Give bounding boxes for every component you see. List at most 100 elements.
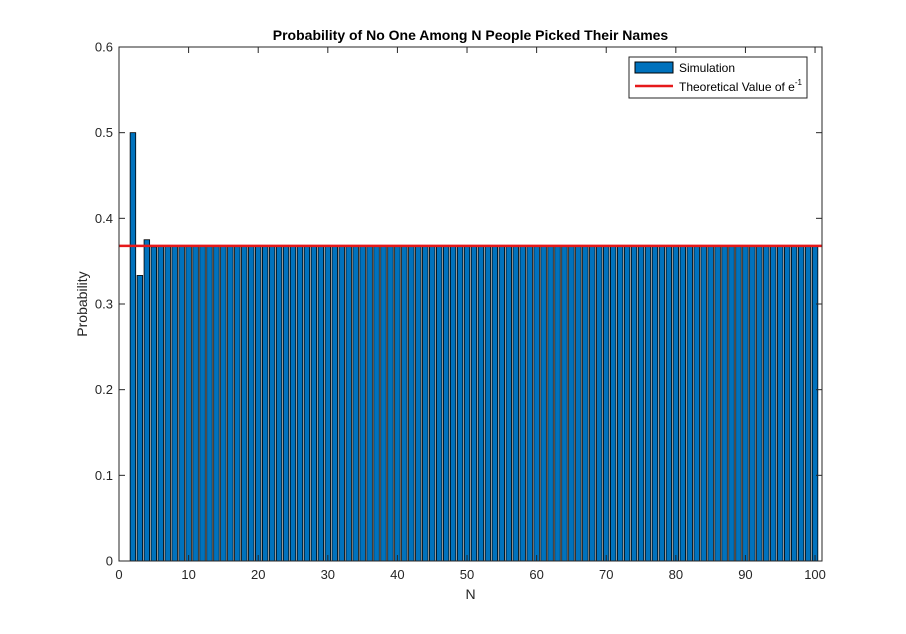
- x-tick-label-10: 10: [181, 567, 195, 582]
- bar-n-55: [498, 245, 506, 562]
- bar-n-35: [359, 245, 366, 562]
- bar-n-28: [310, 245, 318, 562]
- x-tick-label-40: 40: [390, 567, 404, 582]
- y-axis-label: Probability: [74, 271, 90, 336]
- bar-n-48: [449, 245, 457, 562]
- bar-n-97: [790, 245, 798, 562]
- bar-n-59: [526, 245, 533, 562]
- bar-n-6: [157, 245, 164, 562]
- bar-n-44: [422, 245, 429, 562]
- bar-n-13: [206, 245, 213, 562]
- bar-n-85: [707, 245, 714, 562]
- bar-n-24: [282, 245, 290, 562]
- bar-n-94: [770, 245, 777, 562]
- y-tick-label-0.3: 0.3: [95, 297, 113, 312]
- bar-n-39: [387, 245, 394, 562]
- x-tick-label-30: 30: [321, 567, 335, 582]
- bar-n-86: [714, 245, 721, 562]
- y-tick-label-0.2: 0.2: [95, 382, 113, 397]
- bar-n-51: [470, 245, 478, 562]
- bar-n-41: [401, 245, 408, 562]
- bar-n-75: [637, 245, 645, 562]
- bar-n-27: [303, 245, 311, 562]
- bar-n-33: [345, 245, 352, 562]
- legend-swatch-simulation: [634, 61, 674, 74]
- bar-n-54: [491, 245, 499, 562]
- y-tick-label-0.1: 0.1: [95, 468, 113, 483]
- bar-n-34: [352, 245, 359, 562]
- bar-n-92: [756, 245, 763, 562]
- bar-n-72: [616, 245, 624, 562]
- bar-n-26: [296, 245, 304, 562]
- bar-n-63: [554, 245, 561, 562]
- bar-n-69: [596, 245, 603, 562]
- bar-n-3: [136, 275, 144, 562]
- bar-n-32: [338, 245, 345, 562]
- bar-n-91: [749, 245, 756, 562]
- x-tick-label-90: 90: [738, 567, 752, 582]
- bar-n-19: [248, 245, 255, 562]
- x-tick-label-50: 50: [460, 567, 474, 582]
- bar-n-46: [435, 245, 443, 562]
- bar-n-83: [693, 245, 700, 562]
- bar-n-16: [227, 245, 234, 562]
- bar-n-74: [630, 245, 638, 562]
- bar-n-9: [178, 245, 185, 562]
- bar-n-70: [603, 245, 610, 562]
- bar-n-14: [213, 245, 220, 562]
- bar-n-38: [380, 245, 387, 562]
- bar-n-64: [561, 245, 568, 562]
- bar-n-81: [679, 245, 686, 562]
- bar-n-49: [456, 245, 464, 562]
- legend-label-theoretical-base: Theoretical Value of e: [679, 80, 795, 94]
- bar-n-15: [220, 245, 227, 562]
- bar-n-22: [268, 245, 276, 562]
- bar-n-7: [164, 245, 171, 562]
- legend: Simulation Theoretical Value of e-1: [628, 56, 808, 99]
- bar-n-53: [484, 245, 492, 562]
- x-tick-label-80: 80: [669, 567, 683, 582]
- bar-n-99: [804, 245, 812, 562]
- bar-n-56: [505, 245, 512, 562]
- x-tick-label-60: 60: [529, 567, 543, 582]
- bar-n-78: [658, 245, 666, 562]
- y-tick-label-0: 0: [106, 554, 113, 569]
- legend-label-theoretical-superscript: -1: [795, 78, 803, 87]
- bar-n-62: [547, 245, 554, 562]
- bar-n-4: [143, 239, 151, 562]
- bar-n-5: [150, 246, 157, 562]
- bar-n-95: [777, 245, 784, 562]
- bar-n-23: [275, 245, 283, 562]
- bar-n-36: [366, 245, 373, 562]
- bar-n-45: [429, 245, 436, 562]
- y-tick-label-0.5: 0.5: [95, 125, 113, 140]
- bar-n-76: [644, 245, 652, 562]
- bar-n-30: [324, 245, 331, 562]
- bar-n-77: [651, 245, 659, 562]
- legend-label-theoretical: Theoretical Value of e-1: [679, 78, 803, 94]
- x-tick-label-20: 20: [251, 567, 265, 582]
- chart-title: Probability of No One Among N People Pic…: [273, 27, 669, 43]
- bar-n-21: [261, 245, 269, 562]
- bar-n-25: [289, 245, 297, 562]
- bar-n-29: [317, 245, 325, 562]
- bar-n-20: [255, 245, 262, 562]
- y-tick-label-0.6: 0.6: [95, 40, 113, 55]
- bar-n-8: [171, 245, 178, 562]
- bar-n-100: [811, 245, 819, 562]
- bar-n-52: [477, 245, 485, 562]
- bar-n-50: [463, 245, 471, 562]
- bar-n-11: [192, 245, 199, 562]
- bar-n-2: [129, 132, 137, 562]
- ticks-group: 0 10 20 30 40 50 60 70 80 90 100 0 0.1 0.2 0.3 0.4 0.5 0.…: [95, 40, 826, 583]
- bar-n-93: [763, 245, 770, 562]
- x-tick-label-70: 70: [599, 567, 613, 582]
- bar-n-43: [415, 245, 422, 562]
- bar-n-31: [331, 245, 338, 562]
- bar-n-90: [742, 245, 749, 562]
- bar-n-71: [610, 245, 617, 562]
- x-axis-label: N: [465, 586, 475, 602]
- bars-group: [129, 132, 819, 562]
- bar-n-87: [721, 245, 728, 562]
- bar-n-37: [373, 245, 380, 562]
